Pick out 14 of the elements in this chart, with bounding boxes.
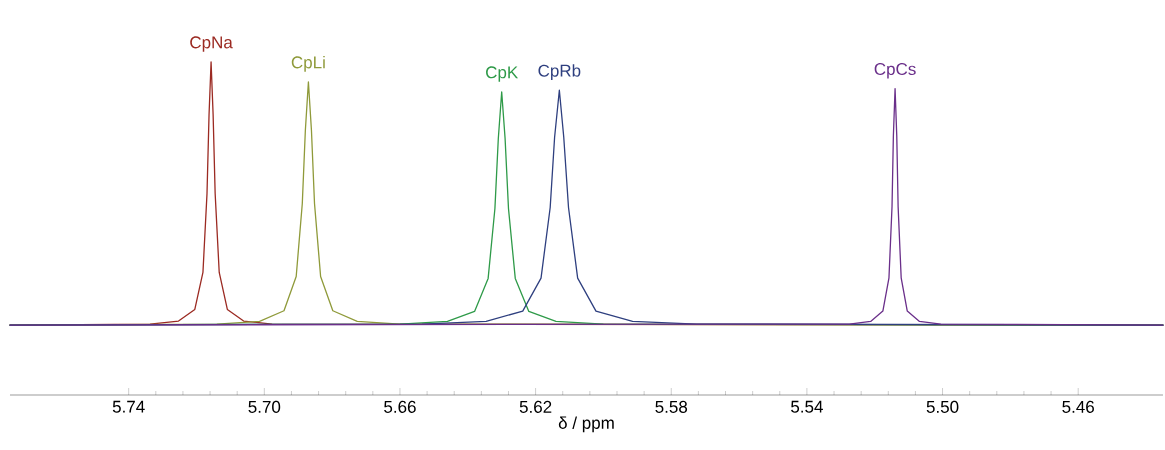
series-label: CpK [486,66,519,82]
series-label: CpNa [190,36,233,52]
x-tick-label: 5.58 [655,400,688,413]
series-label: CpCs [874,63,916,79]
x-tick-label: 5.74 [112,400,145,413]
series-label: CpLi [291,55,325,72]
x-tick-label: 5.46 [1062,400,1094,413]
x-tick-label: 5.50 [926,400,959,413]
series-label: CpRb [538,64,581,81]
x-tick-label: 5.62 [519,400,552,413]
x-axis-title: δ / ppm [558,416,614,433]
x-tick-label: 5.70 [248,400,281,413]
x-tick-label: 5.66 [384,400,416,413]
x-tick-label: 5.54 [791,400,823,413]
